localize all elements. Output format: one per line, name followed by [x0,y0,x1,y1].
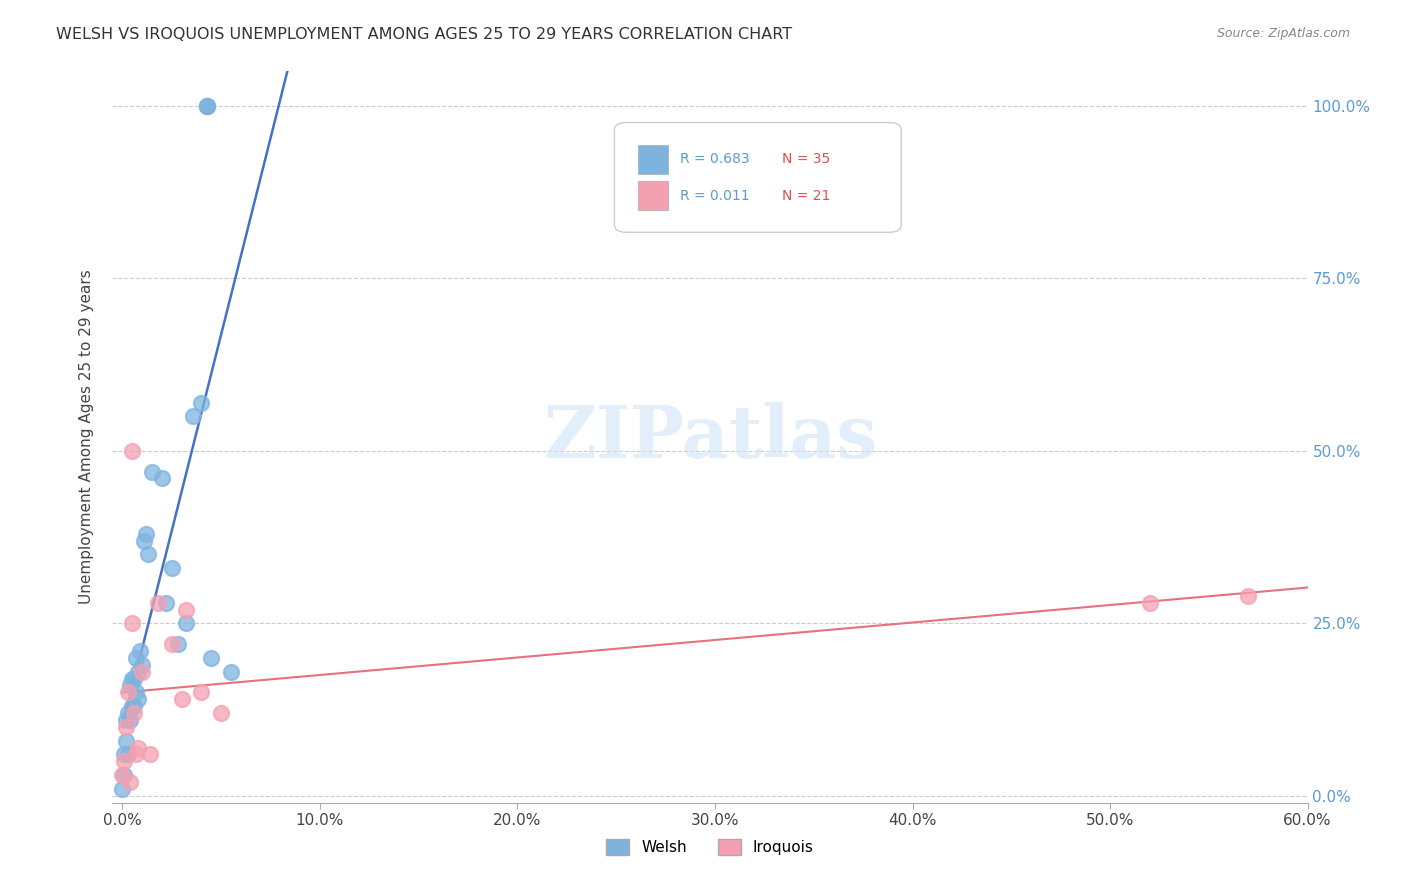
Point [121,616,143,631]
Point [135,526,157,541]
Point [127,740,149,755]
Point [174,602,197,616]
Point [195,99,218,113]
Point [183,409,205,424]
Point [112,768,135,782]
Point [121,443,143,458]
Point [160,561,183,575]
Point [166,637,188,651]
Point [120,678,142,692]
Point [132,533,155,548]
Point [111,768,134,782]
Point [120,775,142,789]
Point [1237,589,1260,603]
Point [174,616,197,631]
Point [150,471,173,485]
Point [1139,596,1161,610]
Point [125,651,148,665]
Point [127,665,149,679]
Point [200,651,222,665]
Point [190,685,212,699]
Point [195,99,218,113]
Point [121,672,143,686]
Point [115,733,138,747]
Point [129,644,152,658]
Point [112,755,135,769]
Point [117,747,139,762]
Text: ZIPatlas: ZIPatlas [543,401,877,473]
Point [190,395,212,409]
Point [115,713,138,727]
Point [136,548,159,562]
Point [115,720,138,734]
Point [125,747,148,762]
Point [122,672,145,686]
Text: N = 35: N = 35 [782,153,830,166]
Point [141,465,163,479]
Point [139,747,162,762]
Point [131,665,153,679]
Point [112,747,135,762]
Point [219,665,242,679]
Text: R = 0.011: R = 0.011 [681,189,749,202]
Text: WELSH VS IROQUOIS UNEMPLOYMENT AMONG AGES 25 TO 29 YEARS CORRELATION CHART: WELSH VS IROQUOIS UNEMPLOYMENT AMONG AGE… [56,27,793,42]
Point [120,713,142,727]
Point [117,685,139,699]
Point [117,706,139,720]
Y-axis label: Unemployment Among Ages 25 to 29 years: Unemployment Among Ages 25 to 29 years [79,269,94,605]
FancyBboxPatch shape [638,181,668,211]
Point [209,706,232,720]
Text: N = 21: N = 21 [782,189,830,202]
Point [195,99,218,113]
Text: R = 0.683: R = 0.683 [681,153,749,166]
Point [127,692,149,706]
Legend: Welsh, Iroquois: Welsh, Iroquois [600,833,820,861]
FancyBboxPatch shape [638,145,668,174]
Point [122,706,145,720]
Point [170,692,193,706]
Point [121,699,143,714]
Point [131,657,153,672]
Point [146,596,169,610]
Point [155,596,177,610]
Text: Source: ZipAtlas.com: Source: ZipAtlas.com [1216,27,1350,40]
Point [125,685,148,699]
Point [160,637,183,651]
Point [122,699,145,714]
Point [111,782,134,797]
FancyBboxPatch shape [614,122,901,232]
